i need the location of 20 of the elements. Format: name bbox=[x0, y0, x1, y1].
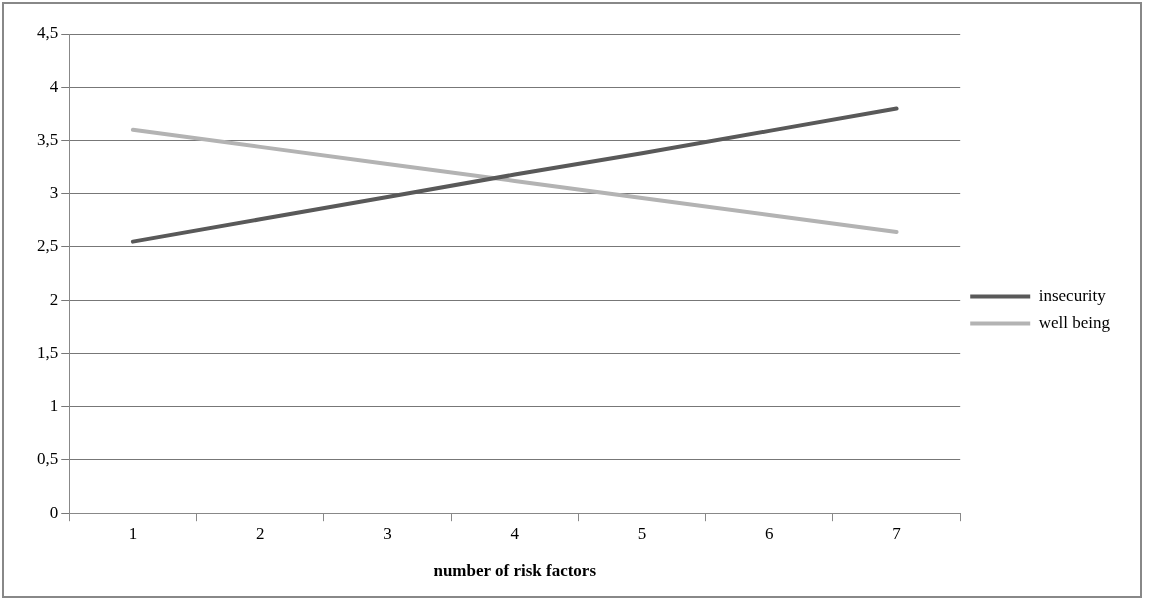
legend-label: well being bbox=[1038, 312, 1111, 332]
y-tick-label: 2,5 bbox=[37, 236, 59, 256]
x-axis-title: number of risk factors bbox=[433, 561, 597, 581]
y-tick-label: 3,5 bbox=[37, 129, 59, 149]
x-tick-label: 1 bbox=[128, 523, 138, 543]
x-tick-label: 5 bbox=[637, 523, 647, 543]
y-tick-label: 0 bbox=[49, 502, 59, 522]
legend-label: insecurity bbox=[1038, 285, 1107, 305]
y-tick-label: 0,5 bbox=[37, 449, 59, 469]
x-tick-label: 3 bbox=[383, 523, 392, 543]
y-tick-label: 3 bbox=[49, 183, 59, 203]
x-tick-label: 6 bbox=[765, 523, 774, 543]
y-tick-label: 4,5 bbox=[37, 23, 59, 43]
y-tick-label: 1,5 bbox=[37, 342, 59, 362]
y-tick-label: 2 bbox=[49, 289, 59, 309]
x-tick-label: 2 bbox=[255, 523, 265, 543]
x-tick-label: 7 bbox=[892, 523, 902, 543]
y-tick-label: 1 bbox=[49, 396, 59, 416]
y-tick-label: 4 bbox=[49, 76, 59, 96]
x-tick-label: 4 bbox=[510, 523, 520, 543]
